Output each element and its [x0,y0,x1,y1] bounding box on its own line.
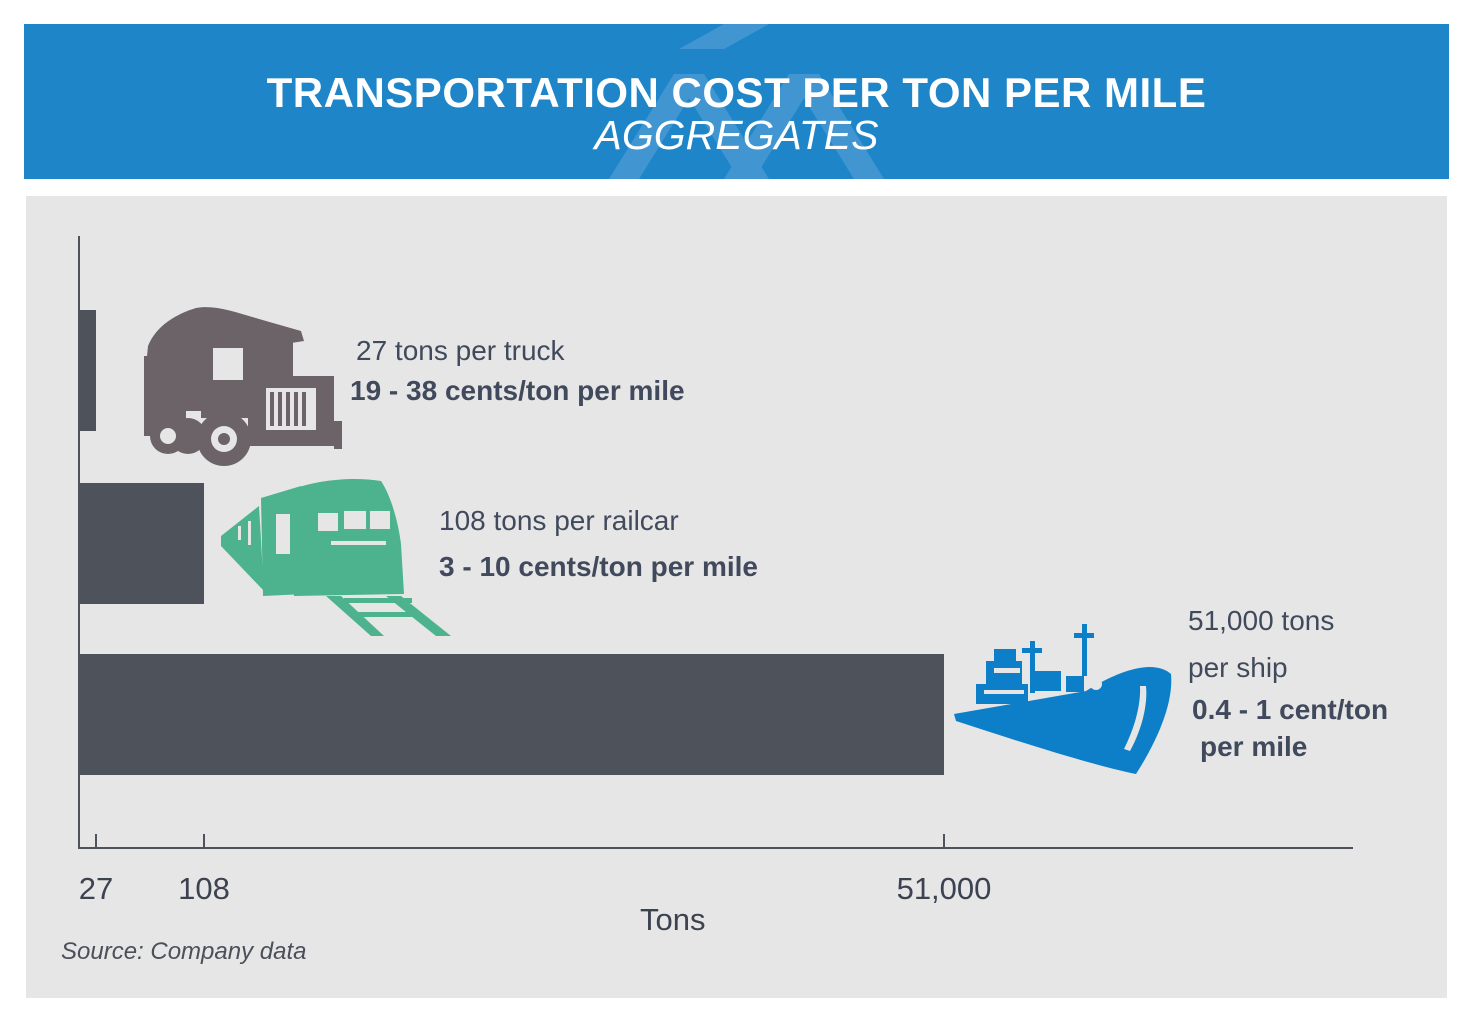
x-tick-label: 27 [79,871,113,906]
railcar-cost-label: 3 - 10 cents/ton per mile [439,551,758,582]
source-note: Source: Company data [61,938,307,965]
chart-panel: 27 108 51,000 [26,196,1447,998]
header-banner: TRANSPORTATION COST PER TON PER MILE AGG… [24,24,1449,179]
chart-subtitle: AGGREGATES [594,112,879,158]
ship-capacity-label-2: per ship [1188,652,1288,683]
ship-icon [954,624,1172,774]
ship-cost-label-2: per mile [1200,731,1308,762]
bar-railcar [79,483,204,604]
bar-ship [79,654,944,775]
truck-capacity-label: 27 tons per truck [356,335,565,366]
ship-capacity-label-1: 51,000 tons [1188,605,1335,636]
bar-chart: 27 108 51,000 [78,236,1353,906]
bar-truck [79,310,96,431]
railcar-capacity-label: 108 tons per railcar [439,505,679,536]
x-axis-label: Tons [640,902,706,937]
chart-title: TRANSPORTATION COST PER TON PER MILE [266,69,1207,116]
train-icon [221,478,451,636]
dump-truck-icon [144,307,342,466]
x-tick-label: 108 [178,871,230,906]
truck-cost-label: 19 - 38 cents/ton per mile [350,375,685,406]
logo-chevron-watermark [609,24,884,179]
x-tick-label: 51,000 [897,871,992,906]
ship-cost-label-1: 0.4 - 1 cent/ton [1192,694,1389,725]
